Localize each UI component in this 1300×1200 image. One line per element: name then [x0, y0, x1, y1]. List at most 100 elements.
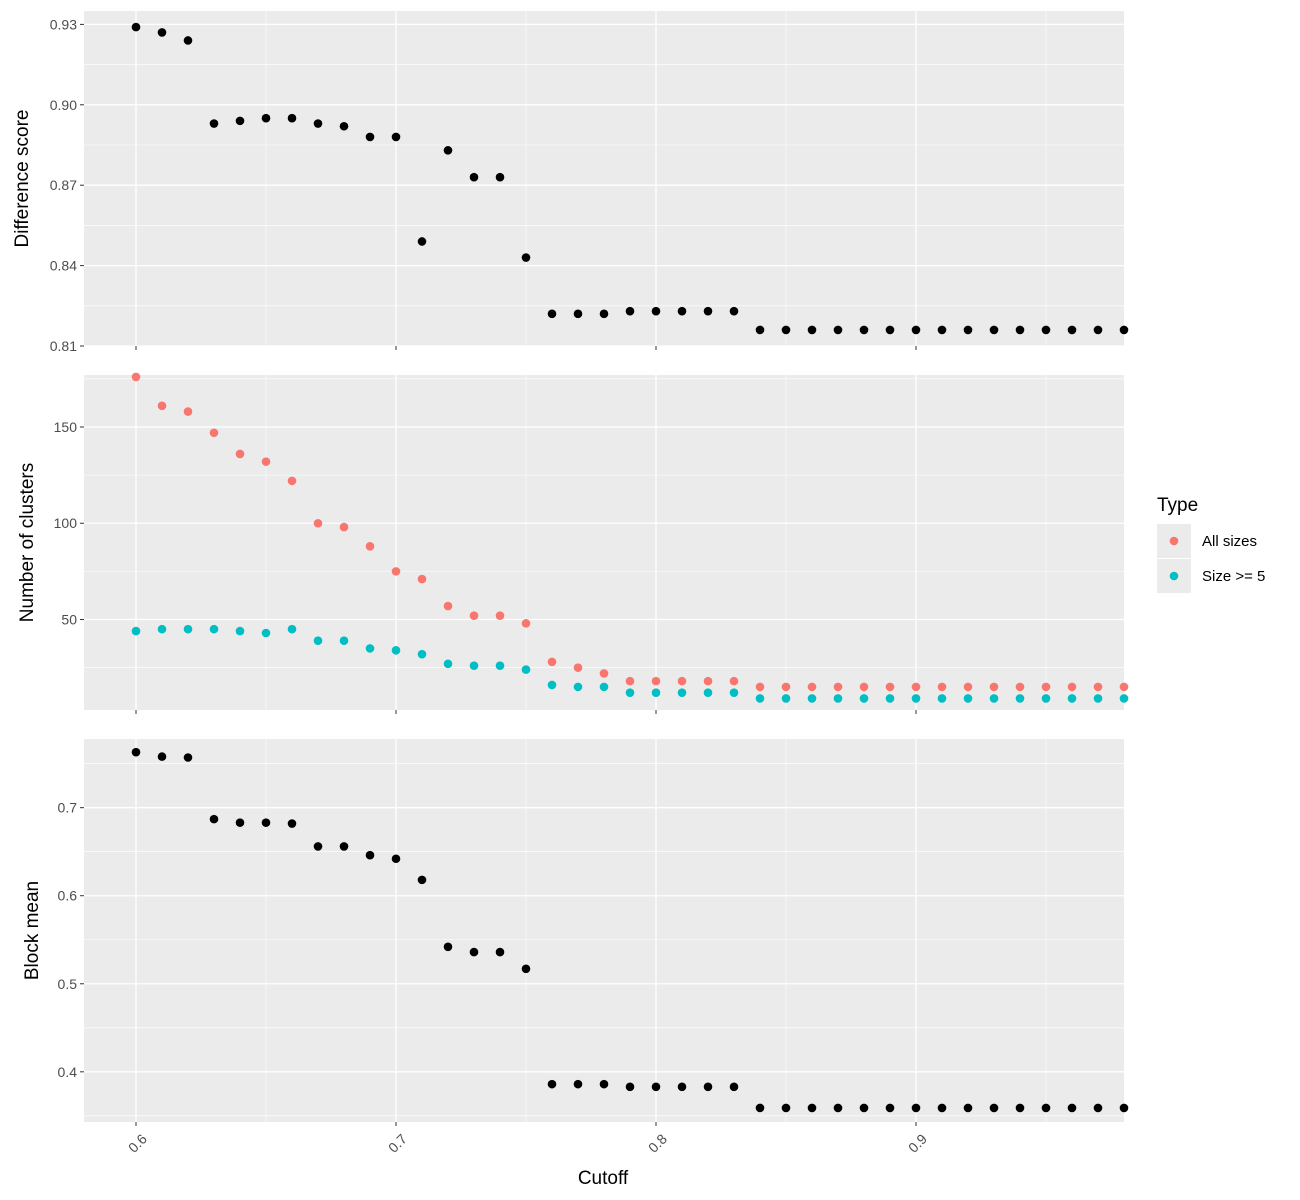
- data-point: [157, 752, 167, 761]
- data-point: [989, 1103, 999, 1113]
- data-point: [911, 694, 921, 703]
- data-point: [313, 119, 323, 128]
- data-point: [807, 694, 817, 703]
- data-point: [911, 325, 921, 335]
- data-point: [1015, 325, 1025, 335]
- data-point: [339, 121, 349, 131]
- data-point: [443, 601, 453, 611]
- data-point: [833, 694, 843, 703]
- data-point: [729, 1082, 739, 1092]
- data-point: [625, 676, 635, 686]
- data-point: [365, 644, 375, 653]
- legend-key-point: [1169, 536, 1179, 546]
- data-point: [261, 818, 271, 827]
- data-point: [547, 680, 557, 690]
- y-tick-label: 0.81: [50, 338, 77, 354]
- data-point: [1093, 1103, 1103, 1113]
- data-point: [261, 113, 271, 123]
- data-point: [183, 624, 193, 634]
- data-point: [963, 682, 973, 692]
- data-point: [547, 309, 557, 319]
- data-point: [391, 132, 401, 142]
- y-tick-label: 100: [54, 515, 78, 531]
- data-point: [625, 306, 635, 316]
- data-point: [339, 522, 349, 532]
- series-points: [131, 747, 1129, 1113]
- y-tick-label: 0.7: [58, 800, 78, 816]
- data-point: [755, 682, 765, 692]
- data-point: [677, 676, 687, 686]
- panel-background: [84, 375, 1124, 710]
- data-point: [1119, 325, 1129, 335]
- y-tick-label: 0.84: [50, 258, 77, 274]
- data-point: [833, 325, 843, 335]
- data-point: [521, 253, 531, 262]
- data-point: [235, 116, 245, 126]
- y-tick-label: 0.87: [50, 177, 77, 193]
- panel-3: 0.4 0.5 0.6 0.7 0.6 0.7 0.8 0.9 Block mean: [22, 739, 1129, 1156]
- data-point: [573, 682, 583, 692]
- data-point: [235, 626, 245, 636]
- y-tick-label: 0.4: [58, 1064, 78, 1080]
- data-point: [729, 676, 739, 686]
- data-point: [313, 842, 323, 851]
- data-point: [573, 1079, 583, 1089]
- data-point: [833, 1103, 843, 1113]
- panel-background: [84, 739, 1124, 1122]
- data-point: [131, 626, 141, 636]
- data-point: [911, 1103, 921, 1113]
- legend-label: All sizes: [1202, 533, 1257, 550]
- data-point: [937, 694, 947, 703]
- data-point: [781, 694, 791, 703]
- x-axis-title: Cutoff: [578, 1168, 629, 1189]
- series-points: [131, 624, 1129, 703]
- y-axis-title: Block mean: [22, 881, 43, 980]
- data-point: [807, 1103, 817, 1113]
- data-point: [339, 842, 349, 851]
- data-point: [1041, 694, 1051, 703]
- data-point: [703, 1082, 713, 1092]
- data-point: [703, 306, 713, 316]
- data-point: [391, 567, 401, 576]
- data-point: [963, 325, 973, 335]
- data-point: [651, 1082, 661, 1092]
- data-point: [625, 1082, 635, 1092]
- data-point: [989, 325, 999, 335]
- data-point: [703, 676, 713, 686]
- data-point: [781, 325, 791, 335]
- data-point: [365, 850, 375, 860]
- data-point: [365, 132, 375, 142]
- data-point: [469, 172, 479, 182]
- data-point: [1067, 682, 1077, 692]
- data-point: [209, 428, 219, 438]
- data-point: [313, 518, 323, 528]
- data-point: [547, 1079, 557, 1089]
- data-point: [495, 611, 505, 620]
- data-point: [599, 1079, 609, 1089]
- data-point: [963, 1103, 973, 1113]
- y-tick-label: 0.93: [50, 16, 77, 32]
- data-point: [443, 659, 453, 669]
- data-point: [521, 619, 531, 628]
- data-point: [937, 325, 947, 335]
- data-point: [495, 661, 505, 671]
- data-point: [287, 113, 297, 123]
- y-axis-title: Difference score: [12, 110, 33, 248]
- data-point: [235, 449, 245, 459]
- data-point: [495, 947, 505, 957]
- data-point: [287, 819, 297, 828]
- legend-title: Type: [1157, 495, 1198, 516]
- panel-2: 50 100 150 Number of clusters: [17, 372, 1129, 714]
- data-point: [391, 854, 401, 864]
- panel-background: [84, 11, 1124, 346]
- data-point: [183, 753, 193, 762]
- data-point: [183, 407, 193, 416]
- legend-entries: All sizes Size >= 5: [1157, 524, 1265, 593]
- data-point: [573, 663, 583, 672]
- data-point: [1015, 694, 1025, 703]
- data-point: [469, 611, 479, 620]
- data-point: [417, 649, 427, 659]
- data-point: [157, 28, 167, 37]
- data-point: [417, 574, 427, 584]
- panel-1: 0.81 0.84 0.87 0.90 0.93 Difference score: [12, 11, 1129, 354]
